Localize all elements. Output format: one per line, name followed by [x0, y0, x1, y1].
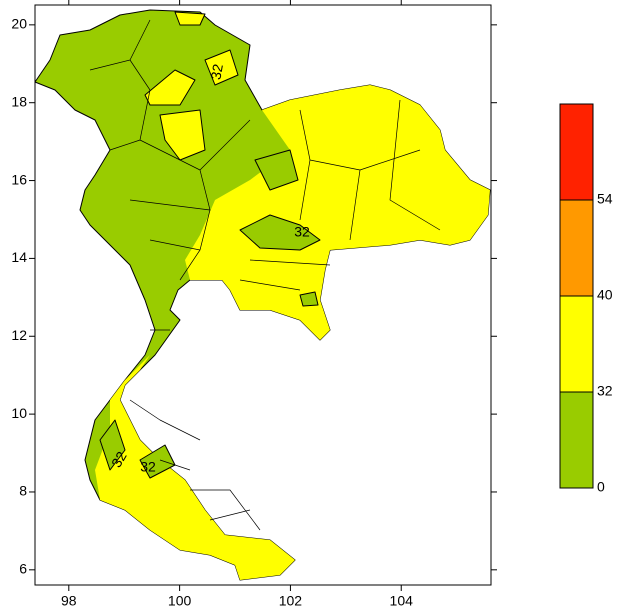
y-tick-label: 14: [11, 249, 27, 265]
land: [34, 9, 491, 581]
y-tick-label: 10: [11, 405, 27, 421]
x-tick-label: 104: [390, 593, 414, 609]
green-patch: [299, 291, 319, 307]
colorbar-band: [559, 199, 594, 297]
province-borders: [89, 19, 441, 531]
y-tick-label: 16: [11, 171, 27, 187]
colorbar-band: [559, 391, 594, 489]
x-tick-label: 102: [279, 593, 303, 609]
contour-label: 32: [140, 459, 156, 475]
colorbar-band: [559, 295, 594, 393]
contour-label: 32: [108, 448, 130, 470]
yellow-patch: [174, 11, 206, 26]
land-yellow-south: [95, 355, 295, 580]
x-tick-label: 100: [168, 593, 192, 609]
green-patch: [254, 149, 299, 191]
yellow-patch: [144, 69, 196, 106]
colorbar-label: 32: [597, 383, 613, 399]
colorbar-band: [559, 103, 594, 201]
contour-label: 32: [294, 224, 310, 240]
y-tick-label: 6: [19, 561, 27, 577]
green-patch: [239, 214, 321, 251]
y-tick-label: 12: [11, 327, 27, 343]
land-yellow-east: [185, 85, 490, 340]
y-tick-label: 18: [11, 93, 27, 109]
colorbar-label: 0: [597, 479, 605, 495]
colorbar-label: 40: [597, 287, 613, 303]
green-patch: [99, 419, 126, 471]
y-tick-label: 8: [19, 483, 27, 499]
colorbar-label: 54: [597, 191, 613, 207]
x-tick-label: 98: [61, 593, 77, 609]
y-tick-label: 20: [11, 16, 27, 32]
contour-label: 32: [207, 63, 225, 81]
yellow-patch: [204, 49, 239, 86]
yellow-patch: [159, 109, 206, 161]
plot-frame: [34, 4, 492, 586]
